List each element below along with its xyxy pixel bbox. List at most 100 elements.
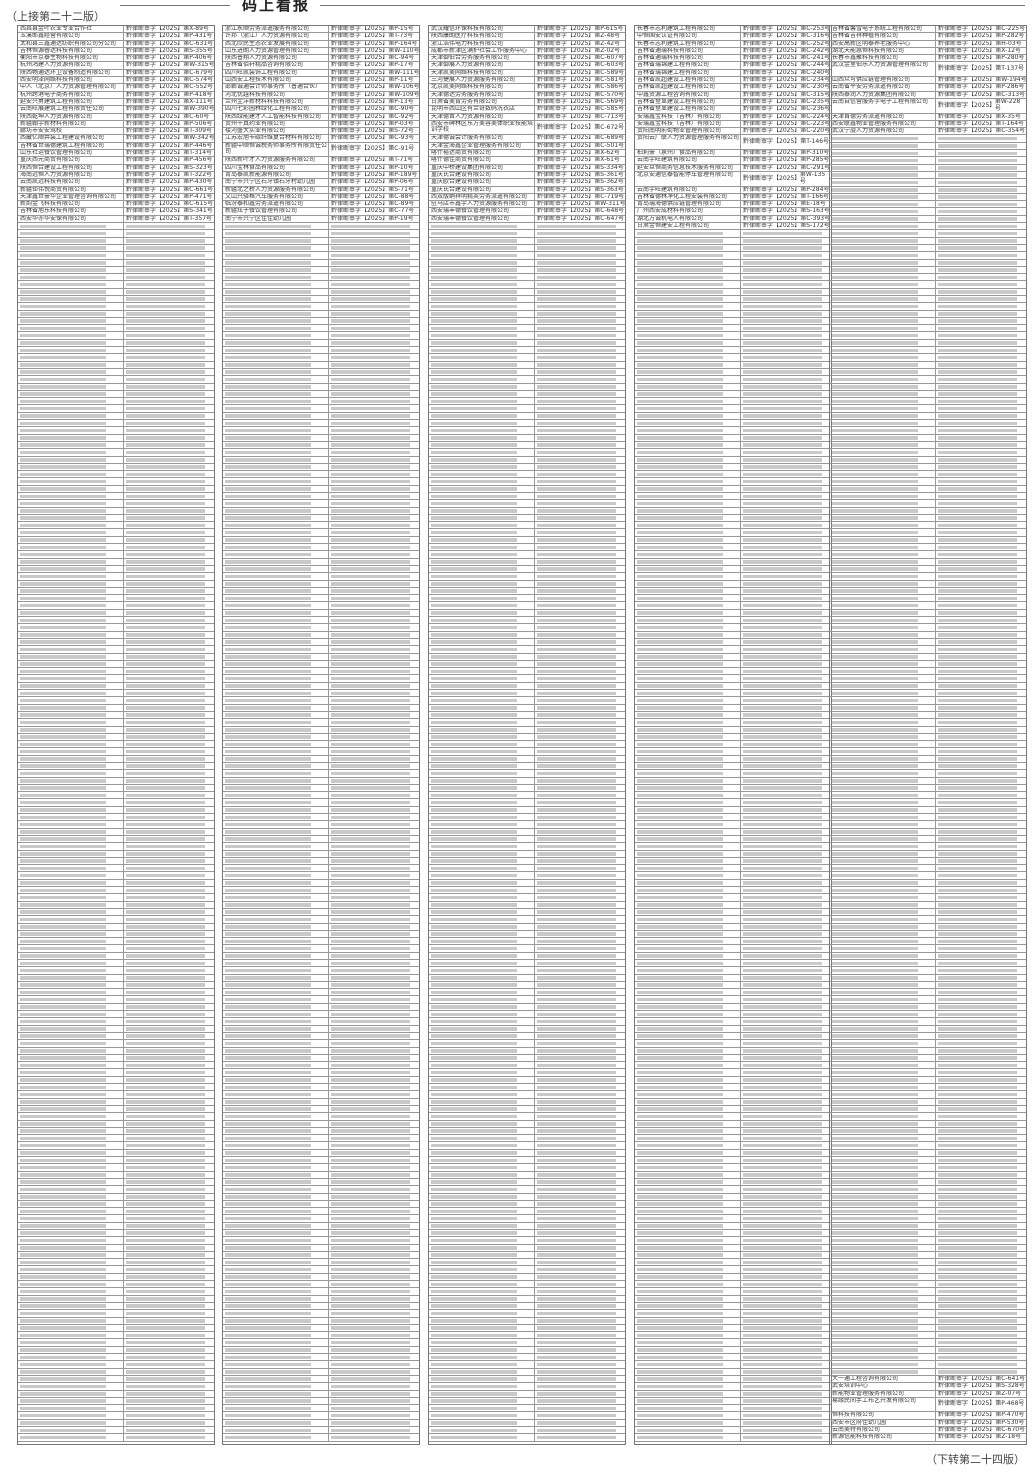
listing-row-filler xyxy=(830,317,1026,326)
listing-row-filler xyxy=(830,1215,1026,1223)
permit-prefix: 黔律断审字【2025】 xyxy=(743,77,801,84)
permit-number xyxy=(124,537,214,543)
permit-number xyxy=(535,245,625,251)
listing-row-filler xyxy=(18,945,214,953)
company-name xyxy=(429,1368,535,1375)
permit-number xyxy=(535,1091,625,1097)
listing-row: 天津御展人力资源有限公司 黔律断审字【2025】 第C-603号 xyxy=(429,62,625,70)
company-name xyxy=(18,1397,124,1405)
company-name xyxy=(18,383,124,390)
company-name xyxy=(429,938,535,945)
permit-number xyxy=(124,967,214,973)
listing-row-filler xyxy=(223,624,419,632)
company-name xyxy=(18,580,124,587)
listing-row-filler xyxy=(635,981,831,990)
permit-number xyxy=(741,515,831,521)
listing-row-filler xyxy=(429,288,625,296)
company-name xyxy=(223,938,329,945)
permit-number xyxy=(936,1142,1026,1148)
company-name xyxy=(635,850,741,857)
listing-row-filler xyxy=(18,952,214,960)
company-name xyxy=(18,1025,124,1032)
listing-row-filler xyxy=(635,799,831,807)
listing-row-filler xyxy=(429,1047,625,1055)
permit-number xyxy=(124,1398,214,1404)
company-name xyxy=(830,887,936,894)
company-name xyxy=(429,558,535,565)
permit-number xyxy=(741,894,831,900)
permit-number xyxy=(124,427,214,433)
company-name xyxy=(429,1047,535,1054)
company-name xyxy=(830,551,936,558)
listing-row: 湖北方诚机电人有限公司 黔律断审字【2025】 第C-393号 xyxy=(635,215,831,224)
permit-number xyxy=(936,872,1026,878)
company-name: 西安明泽网络科技有限公司 xyxy=(18,77,124,84)
company-name xyxy=(429,704,535,711)
company-name xyxy=(18,1215,124,1222)
permit-prefix: 黔律断审字【2025】 xyxy=(331,145,389,153)
company-name xyxy=(635,908,741,916)
company-name xyxy=(18,310,124,317)
company-name xyxy=(830,945,936,952)
company-name xyxy=(429,1069,535,1076)
permit-prefix: 黔律断审字【2025】 xyxy=(938,65,996,73)
permit-prefix: 黔律断审字【2025】 xyxy=(331,120,389,127)
company-name xyxy=(429,1164,535,1171)
company-name xyxy=(429,1208,535,1215)
company-name xyxy=(429,653,535,660)
listing-row-filler xyxy=(429,1244,625,1252)
listing-row: 楼河盛大实业有限公司 黔律断审字【2025】 第S-72号 xyxy=(223,128,419,136)
permit-number xyxy=(936,311,1026,317)
listing-row-filler xyxy=(830,1098,1026,1106)
listing-row-filler xyxy=(223,1375,419,1384)
company-name xyxy=(830,420,936,427)
company-name xyxy=(830,624,936,631)
company-name xyxy=(635,638,741,646)
permit-number xyxy=(124,544,214,550)
company-name xyxy=(18,1405,124,1412)
permit-number xyxy=(936,157,1026,163)
listing-row-filler xyxy=(429,806,625,815)
company-name xyxy=(635,1142,741,1149)
company-name xyxy=(830,1011,936,1018)
company-name xyxy=(635,930,741,938)
listing-row-filler xyxy=(635,544,831,552)
company-name: 云南自信营服务字电子工程有限公司 xyxy=(830,98,936,113)
listing-row-filler xyxy=(635,1346,831,1355)
company-name xyxy=(635,1215,741,1222)
listing-row-filler xyxy=(429,1295,625,1303)
permit-number xyxy=(329,1310,419,1316)
permit-number xyxy=(124,581,214,587)
permit-number xyxy=(535,1121,625,1127)
listing-row-filler xyxy=(223,1295,419,1303)
permit-number xyxy=(124,1266,214,1272)
permit-number: 黔律断审字【2025】 第P-286号 xyxy=(936,84,1026,90)
listing-row-filler xyxy=(635,259,831,267)
listing-row-filler xyxy=(429,697,625,705)
listing-row-filler xyxy=(429,711,625,720)
listing-row-filler xyxy=(830,981,1026,990)
listing-row-filler xyxy=(830,478,1026,486)
listing-row-filler xyxy=(18,748,214,756)
company-name xyxy=(635,697,741,704)
permit-code: 第P-470号 xyxy=(995,1412,1025,1419)
listing-row: 新能物业管理服务有限公司 黔律断审字【2025】 第Z-07号 xyxy=(830,1390,1026,1398)
permit-number xyxy=(124,1405,214,1411)
permit-number xyxy=(329,1376,419,1382)
company-name: 喀什德佳商贸有限公司 xyxy=(429,157,535,164)
company-name xyxy=(429,1186,535,1193)
permit-prefix: 黔律断审字【2025】 xyxy=(743,47,801,54)
permit-number xyxy=(535,763,625,769)
listing-row-filler xyxy=(635,317,831,326)
company-name xyxy=(429,522,535,529)
company-name xyxy=(830,828,936,835)
company-name xyxy=(18,1142,124,1149)
permit-number xyxy=(329,413,419,419)
listing-row-filler xyxy=(830,952,1026,960)
permit-number xyxy=(124,1026,214,1032)
permit-prefix: 黔律断审字【2025】 xyxy=(126,150,184,157)
company-name xyxy=(635,478,741,485)
company-name xyxy=(223,974,329,981)
company-name xyxy=(429,631,535,638)
company-name xyxy=(223,996,329,1003)
